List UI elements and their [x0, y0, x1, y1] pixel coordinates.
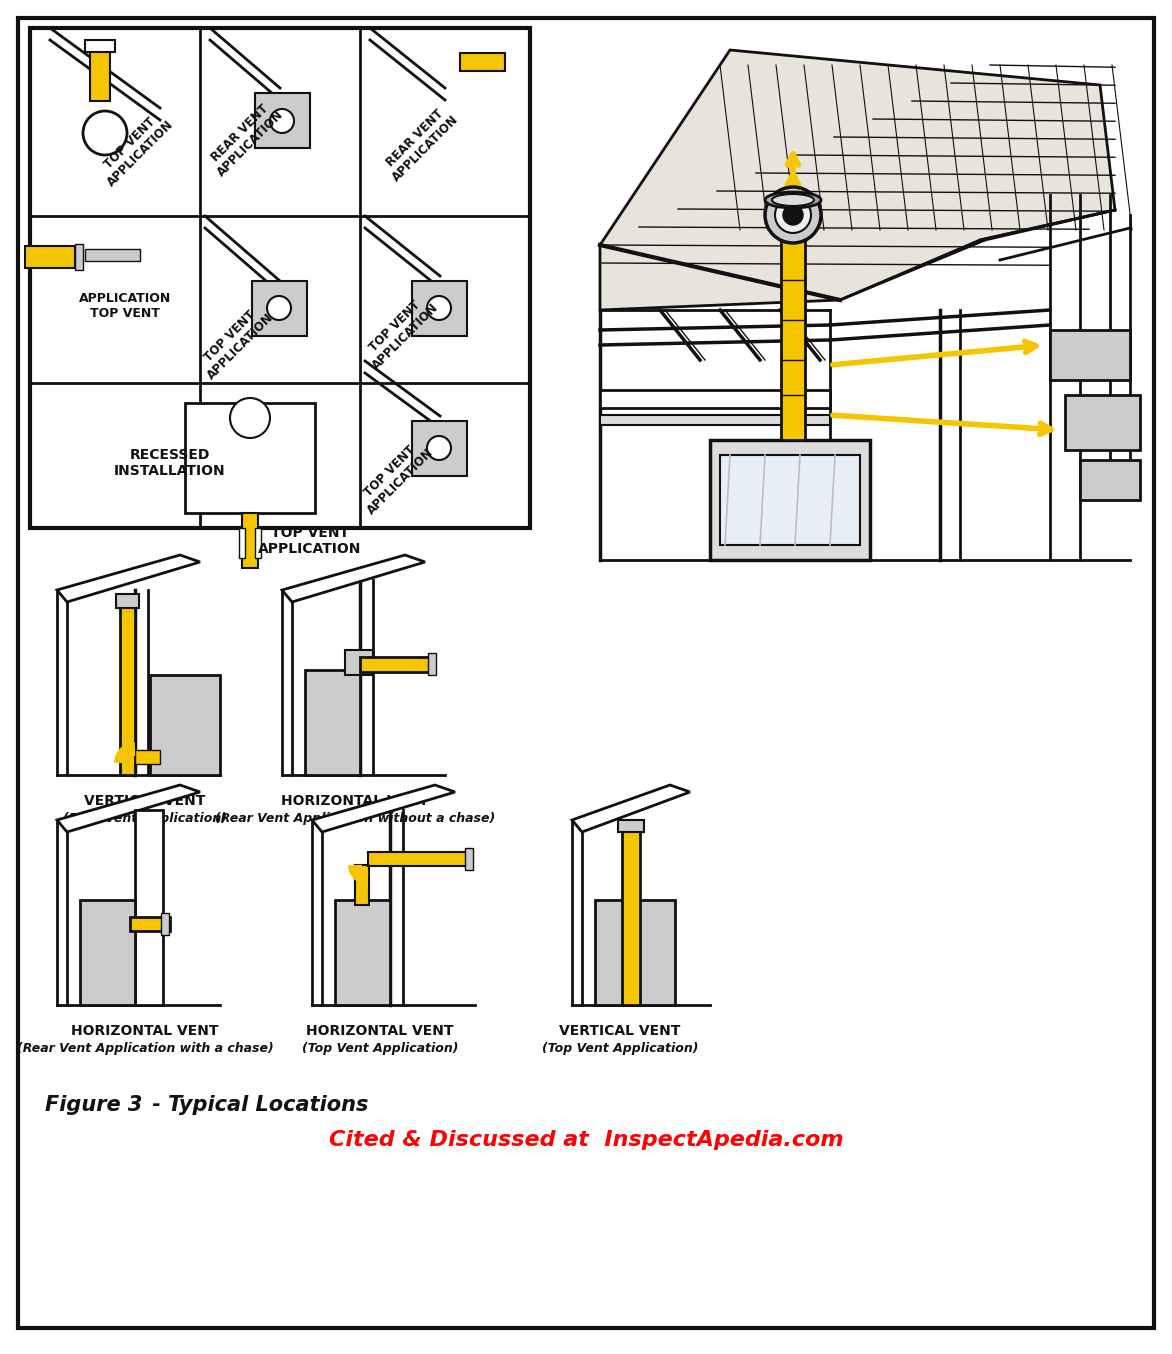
Bar [239, 528, 245, 558]
Bar [252, 282, 307, 336]
Text: (Top Vent Application): (Top Vent Application) [301, 1043, 458, 1055]
Polygon shape [572, 785, 690, 831]
Bar [135, 750, 161, 764]
Circle shape [783, 204, 803, 225]
Bar [413, 421, 466, 477]
Circle shape [83, 111, 127, 154]
Bar [368, 852, 468, 867]
Bar [459, 53, 505, 70]
Text: TOP VENT
APPLICATION: TOP VENT APPLICATION [258, 525, 362, 556]
Text: REAR VENT
APPLICATION: REAR VENT APPLICATION [379, 102, 461, 184]
Bar [1065, 395, 1140, 450]
Bar [355, 865, 369, 904]
Bar [622, 825, 640, 1005]
Bar [80, 900, 135, 1005]
Bar [135, 810, 163, 1005]
Polygon shape [214, 433, 285, 478]
Bar [595, 900, 675, 1005]
Circle shape [427, 436, 451, 460]
Text: HORIZONTAL VENT: HORIZONTAL VENT [306, 1024, 454, 1039]
Text: Figure 3: Figure 3 [45, 1095, 142, 1114]
Text: HORIZONTAL VENT: HORIZONTAL VENT [71, 1024, 219, 1039]
Bar [185, 403, 315, 513]
Text: TOP VENT
APPLICATION: TOP VENT APPLICATION [94, 107, 176, 190]
Bar [161, 913, 169, 936]
Text: (Top Vent Application): (Top Vent Application) [541, 1043, 699, 1055]
Bar [600, 390, 830, 408]
Bar [345, 650, 373, 676]
Bar [255, 528, 261, 558]
Circle shape [230, 398, 270, 437]
Text: (Rear Vent Application without a chase): (Rear Vent Application without a chase) [214, 812, 495, 825]
Text: HORIZONTAL VENT: HORIZONTAL VENT [281, 793, 429, 808]
Text: Cited & Discussed at  InspectApedia.com: Cited & Discussed at InspectApedia.com [329, 1131, 843, 1150]
Bar [86, 41, 115, 51]
Text: REAR VENT
APPLICATION: REAR VENT APPLICATION [204, 97, 286, 179]
Circle shape [765, 187, 822, 242]
Text: (Rear Vent Application): (Rear Vent Application) [63, 812, 227, 825]
Polygon shape [57, 785, 200, 831]
Bar [600, 414, 830, 425]
Bar [305, 670, 360, 774]
Bar [90, 46, 110, 102]
Text: TOP VENT
APPLICATION: TOP VENT APPLICATION [354, 435, 436, 517]
Text: - Typical Locations: - Typical Locations [145, 1095, 368, 1114]
Polygon shape [282, 555, 425, 603]
Bar [335, 900, 390, 1005]
Bar [255, 93, 311, 148]
Bar [720, 455, 860, 546]
Bar [428, 653, 436, 676]
Polygon shape [57, 555, 200, 603]
Text: VERTICAL VENT: VERTICAL VENT [559, 1024, 681, 1039]
Polygon shape [600, 50, 1115, 310]
Text: TOP VENT
APPLICATION: TOP VENT APPLICATION [359, 290, 441, 372]
Bar [1050, 330, 1130, 380]
Circle shape [427, 297, 451, 320]
Bar [120, 603, 135, 774]
Ellipse shape [765, 192, 822, 209]
Circle shape [270, 110, 294, 133]
Text: APPLICATION
TOP VENT: APPLICATION TOP VENT [79, 292, 171, 320]
Polygon shape [312, 785, 455, 831]
Bar [241, 513, 258, 567]
Text: (Rear Vent Application with a chase): (Rear Vent Application with a chase) [16, 1043, 273, 1055]
Bar [86, 249, 139, 261]
Bar [1081, 460, 1140, 500]
Circle shape [775, 196, 811, 233]
Bar [618, 821, 643, 831]
Text: RECESSED
INSTALLATION: RECESSED INSTALLATION [114, 448, 226, 478]
Bar [413, 282, 466, 336]
Bar [465, 848, 473, 871]
Text: VERTICAL VENT: VERTICAL VENT [84, 793, 206, 808]
Circle shape [267, 297, 291, 320]
Bar [360, 657, 430, 672]
Bar [130, 917, 170, 932]
Bar [710, 440, 870, 561]
Ellipse shape [772, 194, 815, 206]
Bar [116, 594, 139, 608]
Bar [150, 676, 220, 774]
Bar [25, 246, 75, 268]
Bar [30, 28, 530, 528]
Text: TOP VENT
APPLICATION: TOP VENT APPLICATION [195, 301, 275, 382]
Bar [781, 219, 805, 440]
Bar [75, 244, 83, 269]
